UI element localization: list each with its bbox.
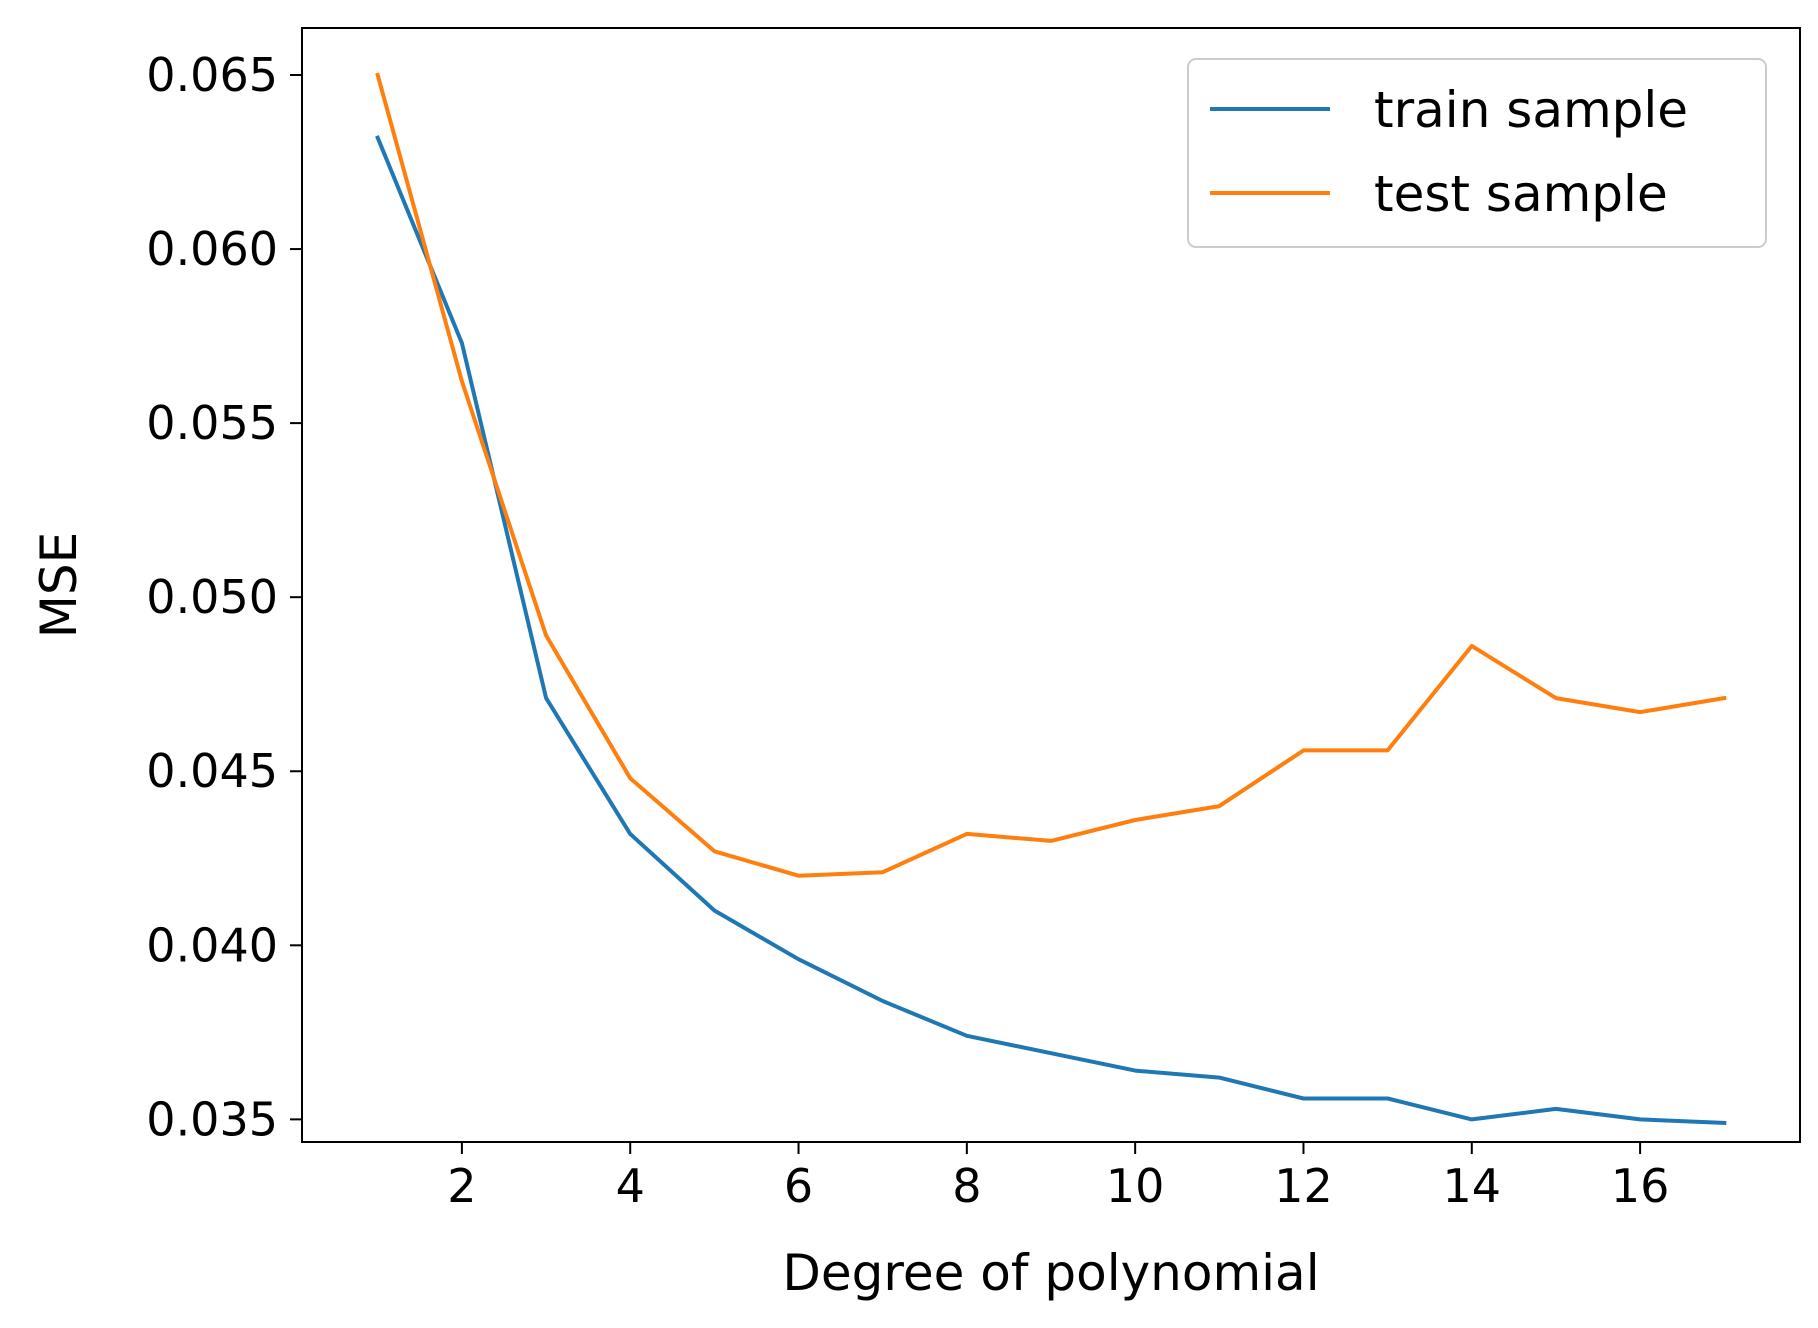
y-tick-label: 0.060 <box>146 222 278 276</box>
x-axis-ticks: 2 4 6 8 10 12 14 16 <box>447 1142 1669 1213</box>
x-tick-label: 14 <box>1443 1159 1502 1213</box>
legend-label-1: train sample <box>1374 81 1688 139</box>
y-axis-ticks: 0.035 0.040 0.045 0.050 0.055 0.060 0.065 <box>146 48 302 1146</box>
x-tick-label: 12 <box>1274 1159 1333 1213</box>
y-tick-label: 0.040 <box>146 918 278 972</box>
plot-frame <box>301 27 1801 1143</box>
y-tick-label: 0.035 <box>146 1092 278 1146</box>
y-tick-label: 0.055 <box>146 396 278 450</box>
x-axis-label: Degree of polynomial <box>782 1244 1319 1302</box>
series-line-2 <box>375 72 1727 878</box>
x-tick-label: 4 <box>616 1159 645 1213</box>
x-tick-label: 16 <box>1611 1159 1670 1213</box>
y-tick-label: 0.045 <box>146 744 278 798</box>
x-tick-label: 6 <box>784 1159 813 1213</box>
legend: train sample test sample <box>1187 58 1767 248</box>
series-line-1 <box>375 135 1727 1125</box>
y-tick-label: 0.050 <box>146 570 278 624</box>
x-tick-label: 10 <box>1106 1159 1165 1213</box>
x-tick-label: 2 <box>447 1159 476 1213</box>
x-tick-label: 8 <box>952 1159 981 1213</box>
y-axis-label: MSE <box>30 532 88 638</box>
legend-label-2: test sample <box>1374 165 1668 223</box>
legend-box <box>1187 58 1767 248</box>
series-layer <box>375 72 1727 1125</box>
y-tick-label: 0.065 <box>146 48 278 102</box>
